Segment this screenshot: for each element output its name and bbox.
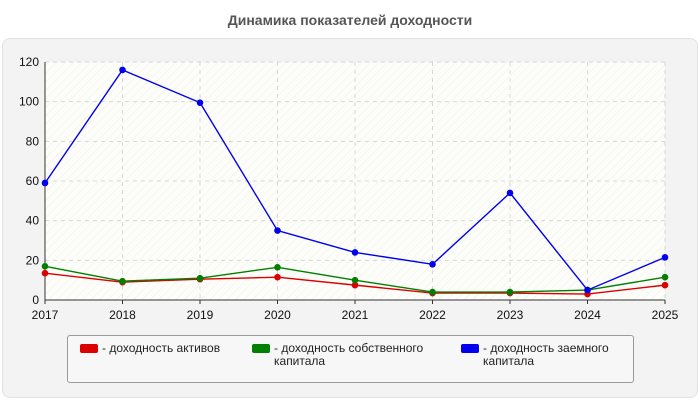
data-point-debt — [584, 286, 591, 294]
legend-swatch-debt — [461, 344, 479, 353]
legend-swatch-assets — [80, 344, 98, 353]
axes — [44, 62, 666, 304]
series-equity — [41, 262, 669, 296]
data-point-assets — [274, 273, 281, 281]
data-point-equity — [41, 262, 49, 270]
y-tick-label: 120 — [19, 55, 39, 69]
x-tick-label: 2021 — [342, 308, 369, 322]
data-point-debt — [506, 189, 514, 197]
x-tick-label: 2020 — [264, 308, 291, 322]
x-tick-label: 2019 — [187, 308, 214, 322]
data-point-debt — [119, 66, 126, 74]
data-point-equity — [119, 277, 126, 285]
data-point-assets — [351, 281, 359, 289]
chart-legend: - доходность активов - доходность собств… — [67, 335, 634, 383]
data-point-assets — [661, 281, 669, 289]
legend-label-equity: - доходность собственного капитала — [274, 341, 424, 368]
y-tick-label: 40 — [26, 214, 40, 228]
data-point-equity — [661, 273, 669, 281]
data-point-equity — [506, 288, 514, 296]
x-tick-label: 2024 — [574, 308, 601, 322]
data-point-debt — [661, 254, 669, 261]
series-lines — [41, 66, 669, 298]
y-tick-label: 60 — [26, 174, 40, 188]
plot-area — [45, 62, 665, 300]
tick-labels: 0 20 40 60 80 100 120 2017 2018 2019 2020 2021 2022 2… — [19, 55, 679, 322]
x-tick-label: 2023 — [497, 308, 524, 322]
data-point-debt — [274, 227, 281, 234]
y-tick-label: 80 — [26, 134, 40, 148]
legend-label-debt: - доходность заемного капитала — [483, 341, 609, 368]
legend-label-assets: - доходность активов — [102, 341, 221, 355]
data-point-equity — [196, 274, 204, 282]
data-point-debt — [429, 261, 436, 268]
series-debt — [41, 66, 669, 294]
data-point-debt — [41, 179, 49, 187]
legend-swatch-equity — [252, 344, 270, 353]
chart-title: Динамика показателей доходности — [227, 12, 473, 28]
y-tick-label: 20 — [26, 253, 40, 267]
x-tick-label: 2018 — [109, 308, 136, 322]
data-point-equity — [274, 263, 281, 271]
data-point-debt — [196, 99, 204, 106]
y-tick-label: 0 — [32, 293, 39, 307]
data-point-equity — [429, 288, 436, 296]
data-point-debt — [351, 249, 359, 256]
data-point-assets — [41, 269, 49, 277]
data-point-equity — [351, 276, 359, 284]
x-tick-label: 2022 — [419, 308, 446, 322]
x-tick-label: 2017 — [32, 308, 59, 322]
y-tick-label: 100 — [19, 95, 39, 109]
x-tick-label: 2025 — [652, 308, 679, 322]
